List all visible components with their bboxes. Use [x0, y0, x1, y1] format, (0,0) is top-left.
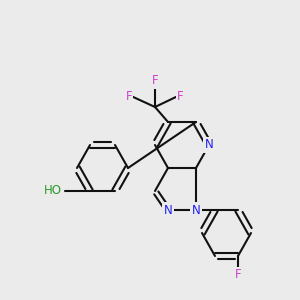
- Text: HO: HO: [44, 184, 62, 197]
- Text: F: F: [152, 74, 158, 88]
- Text: F: F: [235, 268, 241, 281]
- Text: N: N: [205, 139, 213, 152]
- Text: F: F: [177, 89, 183, 103]
- Text: F: F: [126, 89, 132, 103]
- Text: N: N: [164, 203, 172, 217]
- Text: N: N: [192, 203, 200, 217]
